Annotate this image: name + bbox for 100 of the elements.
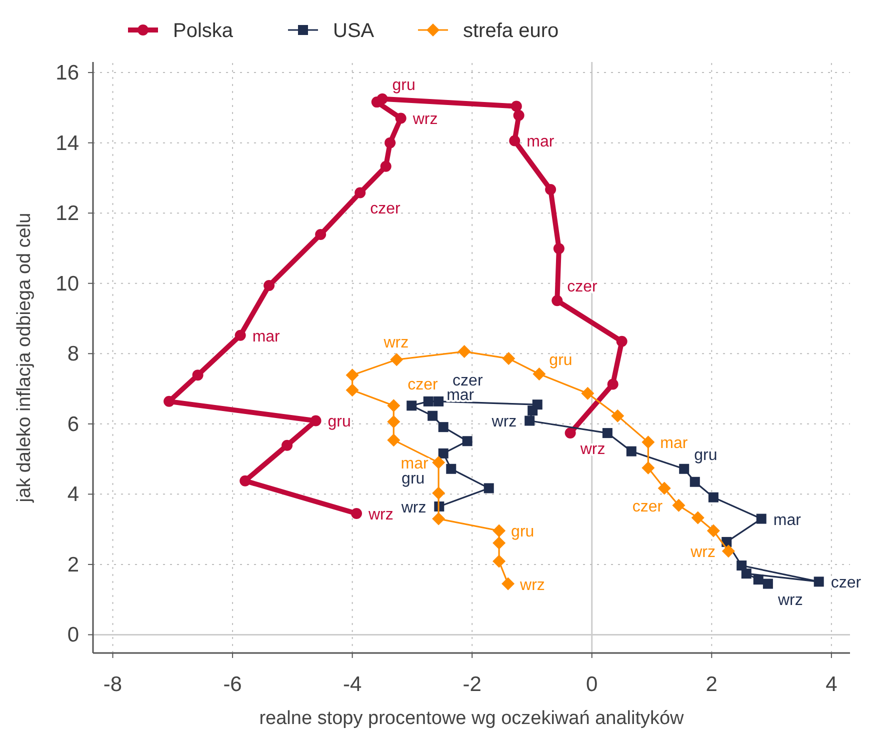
y-tick-label: 0 <box>67 624 79 647</box>
point <box>387 415 400 428</box>
y-axis-title: jak daleko inflacja odbiega od celu <box>14 212 35 504</box>
annotation: mar <box>526 134 555 151</box>
point <box>552 295 563 306</box>
x-axis-title: realne stopy procentowe wg oczekiwań analityków <box>259 708 684 729</box>
annotation: czer <box>452 372 484 390</box>
annotation: gru <box>549 352 572 370</box>
point <box>492 554 506 568</box>
y-tick-label: 16 <box>56 62 79 85</box>
point <box>616 336 628 347</box>
point <box>502 352 516 366</box>
point <box>354 187 366 198</box>
annotation: wrz <box>519 576 545 594</box>
point <box>192 370 204 381</box>
x-tick-label: -8 <box>103 673 122 696</box>
annotation: wrz <box>579 441 606 458</box>
point <box>509 135 520 146</box>
point <box>234 330 246 341</box>
point <box>626 446 636 456</box>
point <box>642 461 655 474</box>
point <box>395 112 406 124</box>
point <box>434 396 444 406</box>
point <box>581 386 594 400</box>
x-tick-label: -2 <box>462 673 482 696</box>
point <box>607 378 618 390</box>
annotation: mar <box>660 435 688 452</box>
point <box>240 475 251 486</box>
point <box>524 416 535 426</box>
point <box>438 448 448 458</box>
point <box>432 456 446 470</box>
annotation: czer <box>408 376 439 394</box>
point <box>446 464 456 474</box>
point <box>310 415 322 426</box>
x-tick-label: 2 <box>706 673 718 696</box>
annotation: gru <box>694 446 718 464</box>
point <box>492 536 506 550</box>
point <box>753 574 764 585</box>
point <box>564 428 576 439</box>
point <box>706 524 720 538</box>
point <box>736 560 747 571</box>
annotation: czer <box>830 574 862 592</box>
point <box>346 368 359 382</box>
point <box>462 436 472 446</box>
annotation: wrz <box>490 414 517 431</box>
annotation: wrz <box>382 334 409 352</box>
y-tick-label: 14 <box>56 132 80 155</box>
point <box>532 368 546 381</box>
x-tick-label: 0 <box>586 673 598 696</box>
point <box>432 486 446 500</box>
point <box>346 384 359 397</box>
annotation: czer <box>567 278 598 296</box>
annotation: gru <box>328 414 351 431</box>
annotation: gru <box>511 524 534 541</box>
x-tick-label: 4 <box>826 673 838 696</box>
point <box>406 400 417 411</box>
point <box>387 399 400 412</box>
annotation: gru <box>392 76 416 94</box>
annotation: wrz <box>412 111 438 128</box>
y-tick-label: 8 <box>67 342 79 366</box>
annotation: wrz <box>400 499 426 516</box>
point <box>602 428 612 438</box>
y-tick-label: 2 <box>67 553 79 576</box>
point <box>510 100 522 112</box>
point <box>553 243 564 254</box>
point <box>690 476 700 487</box>
annotation: mar <box>773 512 802 529</box>
point <box>390 353 404 366</box>
y-tick-label: 12 <box>56 202 79 226</box>
x-tick-label: -4 <box>342 673 362 696</box>
point <box>428 410 438 421</box>
annotation: mar <box>252 328 281 346</box>
legend-label: strefa euro <box>463 20 559 42</box>
point <box>756 514 766 524</box>
point <box>264 280 275 291</box>
annotation: mar <box>400 456 429 473</box>
point <box>458 345 471 358</box>
point <box>672 498 686 512</box>
y-tick-label: 10 <box>56 272 79 296</box>
annotation: czer <box>632 498 664 516</box>
point <box>502 577 515 590</box>
point <box>762 578 773 589</box>
point <box>423 396 434 406</box>
point <box>679 464 690 474</box>
point <box>351 508 362 520</box>
point <box>438 422 448 432</box>
point <box>484 483 494 494</box>
x-tick-label: -6 <box>223 673 242 696</box>
annotation: mar <box>446 386 475 404</box>
annotation: wrz <box>776 592 803 609</box>
point <box>528 406 538 416</box>
point <box>545 184 556 196</box>
annotation: gru <box>402 470 425 488</box>
point <box>513 110 524 121</box>
point <box>315 229 326 240</box>
point <box>611 409 624 422</box>
y-tick-label: 6 <box>67 412 79 436</box>
legend-label: Polska <box>173 20 234 42</box>
point <box>814 576 824 587</box>
point <box>387 434 400 447</box>
